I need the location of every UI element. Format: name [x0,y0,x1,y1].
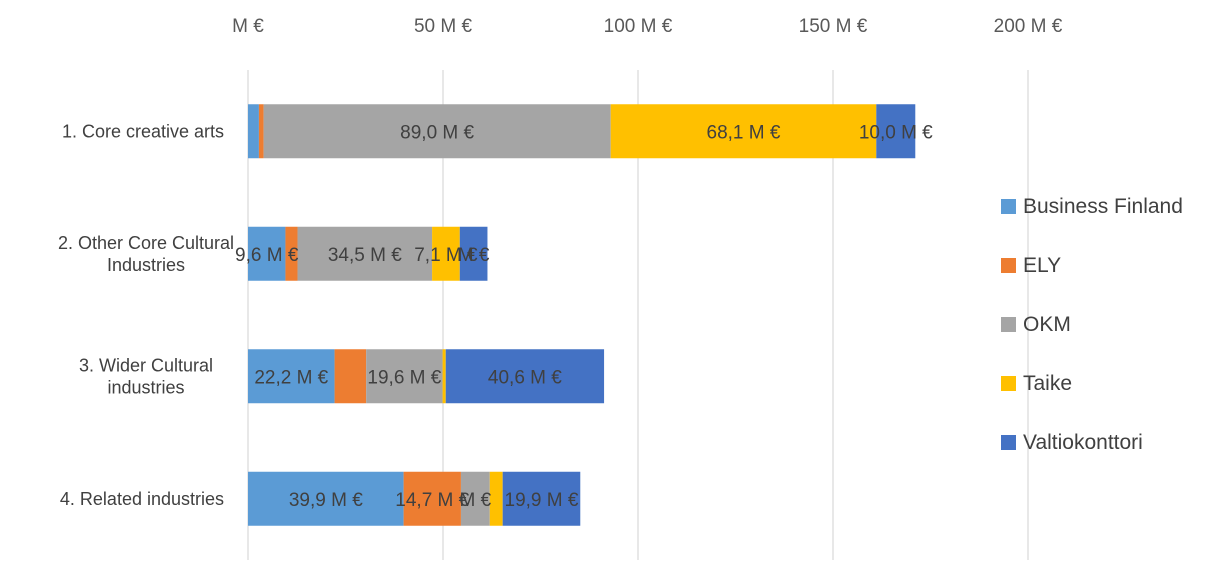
data-label: 34,5 M € [328,245,402,266]
category-label-line: industries [107,377,184,397]
bar-segment [297,226,433,281]
data-label: M € [460,490,492,511]
x-tick-label: 200 M € [994,16,1063,37]
legend-label: Valtiokonttori [1023,431,1143,454]
x-tick-label: M € [232,16,264,37]
category-label: 1. Core creative arts [62,121,224,141]
x-axis-tick-labels: M € 50 M € 100 M € 150 M € 200 M € [232,16,1063,37]
bar-segment [285,226,298,281]
legend-swatch [1001,199,1016,214]
category-label-line: 2. Other Core Cultural [58,233,234,253]
legend-swatch [1001,317,1016,332]
legend-label: OKM [1023,313,1071,336]
bar-segment [460,471,490,526]
category-label-line: Industries [107,255,185,275]
data-label: 9,6 M € [235,245,299,266]
data-label: 40,6 M € [488,367,562,388]
bar-segment [610,104,877,159]
x-tick-label: 50 M € [414,16,473,37]
bar-segment [366,349,443,404]
x-tick-label: 150 M € [799,16,868,37]
legend-label: ELY [1023,254,1061,277]
legend-swatch [1001,376,1016,391]
category-label: 2. Other Core Cultural Industries [58,233,234,275]
bar-segment [432,226,460,281]
data-label: 22,2 M € [254,367,328,388]
data-label: 19,9 M € [505,490,579,511]
category-label-line: 3. Wider Cultural [79,355,213,375]
data-label: M € [458,245,490,266]
bar-segment [248,471,404,526]
bar-segment [459,226,488,281]
bar-segment [263,104,611,159]
bars [248,104,916,526]
legend-swatch [1001,258,1016,273]
category-label: 3. Wider Cultural industries [79,355,213,397]
data-labels: 89,0 M € 68,1 M € 10,0 M € 9,6 M € 34,5 M € 7… [235,122,933,511]
data-label: 19,6 M € [367,367,441,388]
bar-segment [876,104,916,159]
data-label: 89,0 M € [400,122,474,143]
bar-segment [403,471,461,526]
category-label: 4. Related industries [60,489,224,509]
data-label: 10,0 M € [859,122,933,143]
bar-segment [442,349,446,404]
legend-label: Business Finland [1023,195,1183,218]
x-tick-label: 100 M € [604,16,673,37]
data-label: 39,9 M € [289,490,363,511]
legend-label: Taike [1023,372,1072,395]
bar-segment [248,226,286,281]
category-label-line: 1. Core creative arts [62,121,224,141]
bar-segment [489,471,503,526]
data-label: 7,1 M € [414,245,478,266]
legend: Business Finland ELY OKM Taike Valtiokonttor… [1001,195,1183,454]
bar-segment [334,349,367,404]
category-labels: 1. Core creative arts 2. Other Core Cultu… [58,121,234,509]
data-label: 68,1 M € [707,122,781,143]
bar-segment [502,471,581,526]
bar-segment [248,104,259,159]
data-label: 14,7 M € [395,490,469,511]
bar-segment [248,349,335,404]
legend-swatch [1001,435,1016,450]
bar-segment [258,104,264,159]
category-label-line: 4. Related industries [60,489,224,509]
bar-segment [445,349,605,404]
